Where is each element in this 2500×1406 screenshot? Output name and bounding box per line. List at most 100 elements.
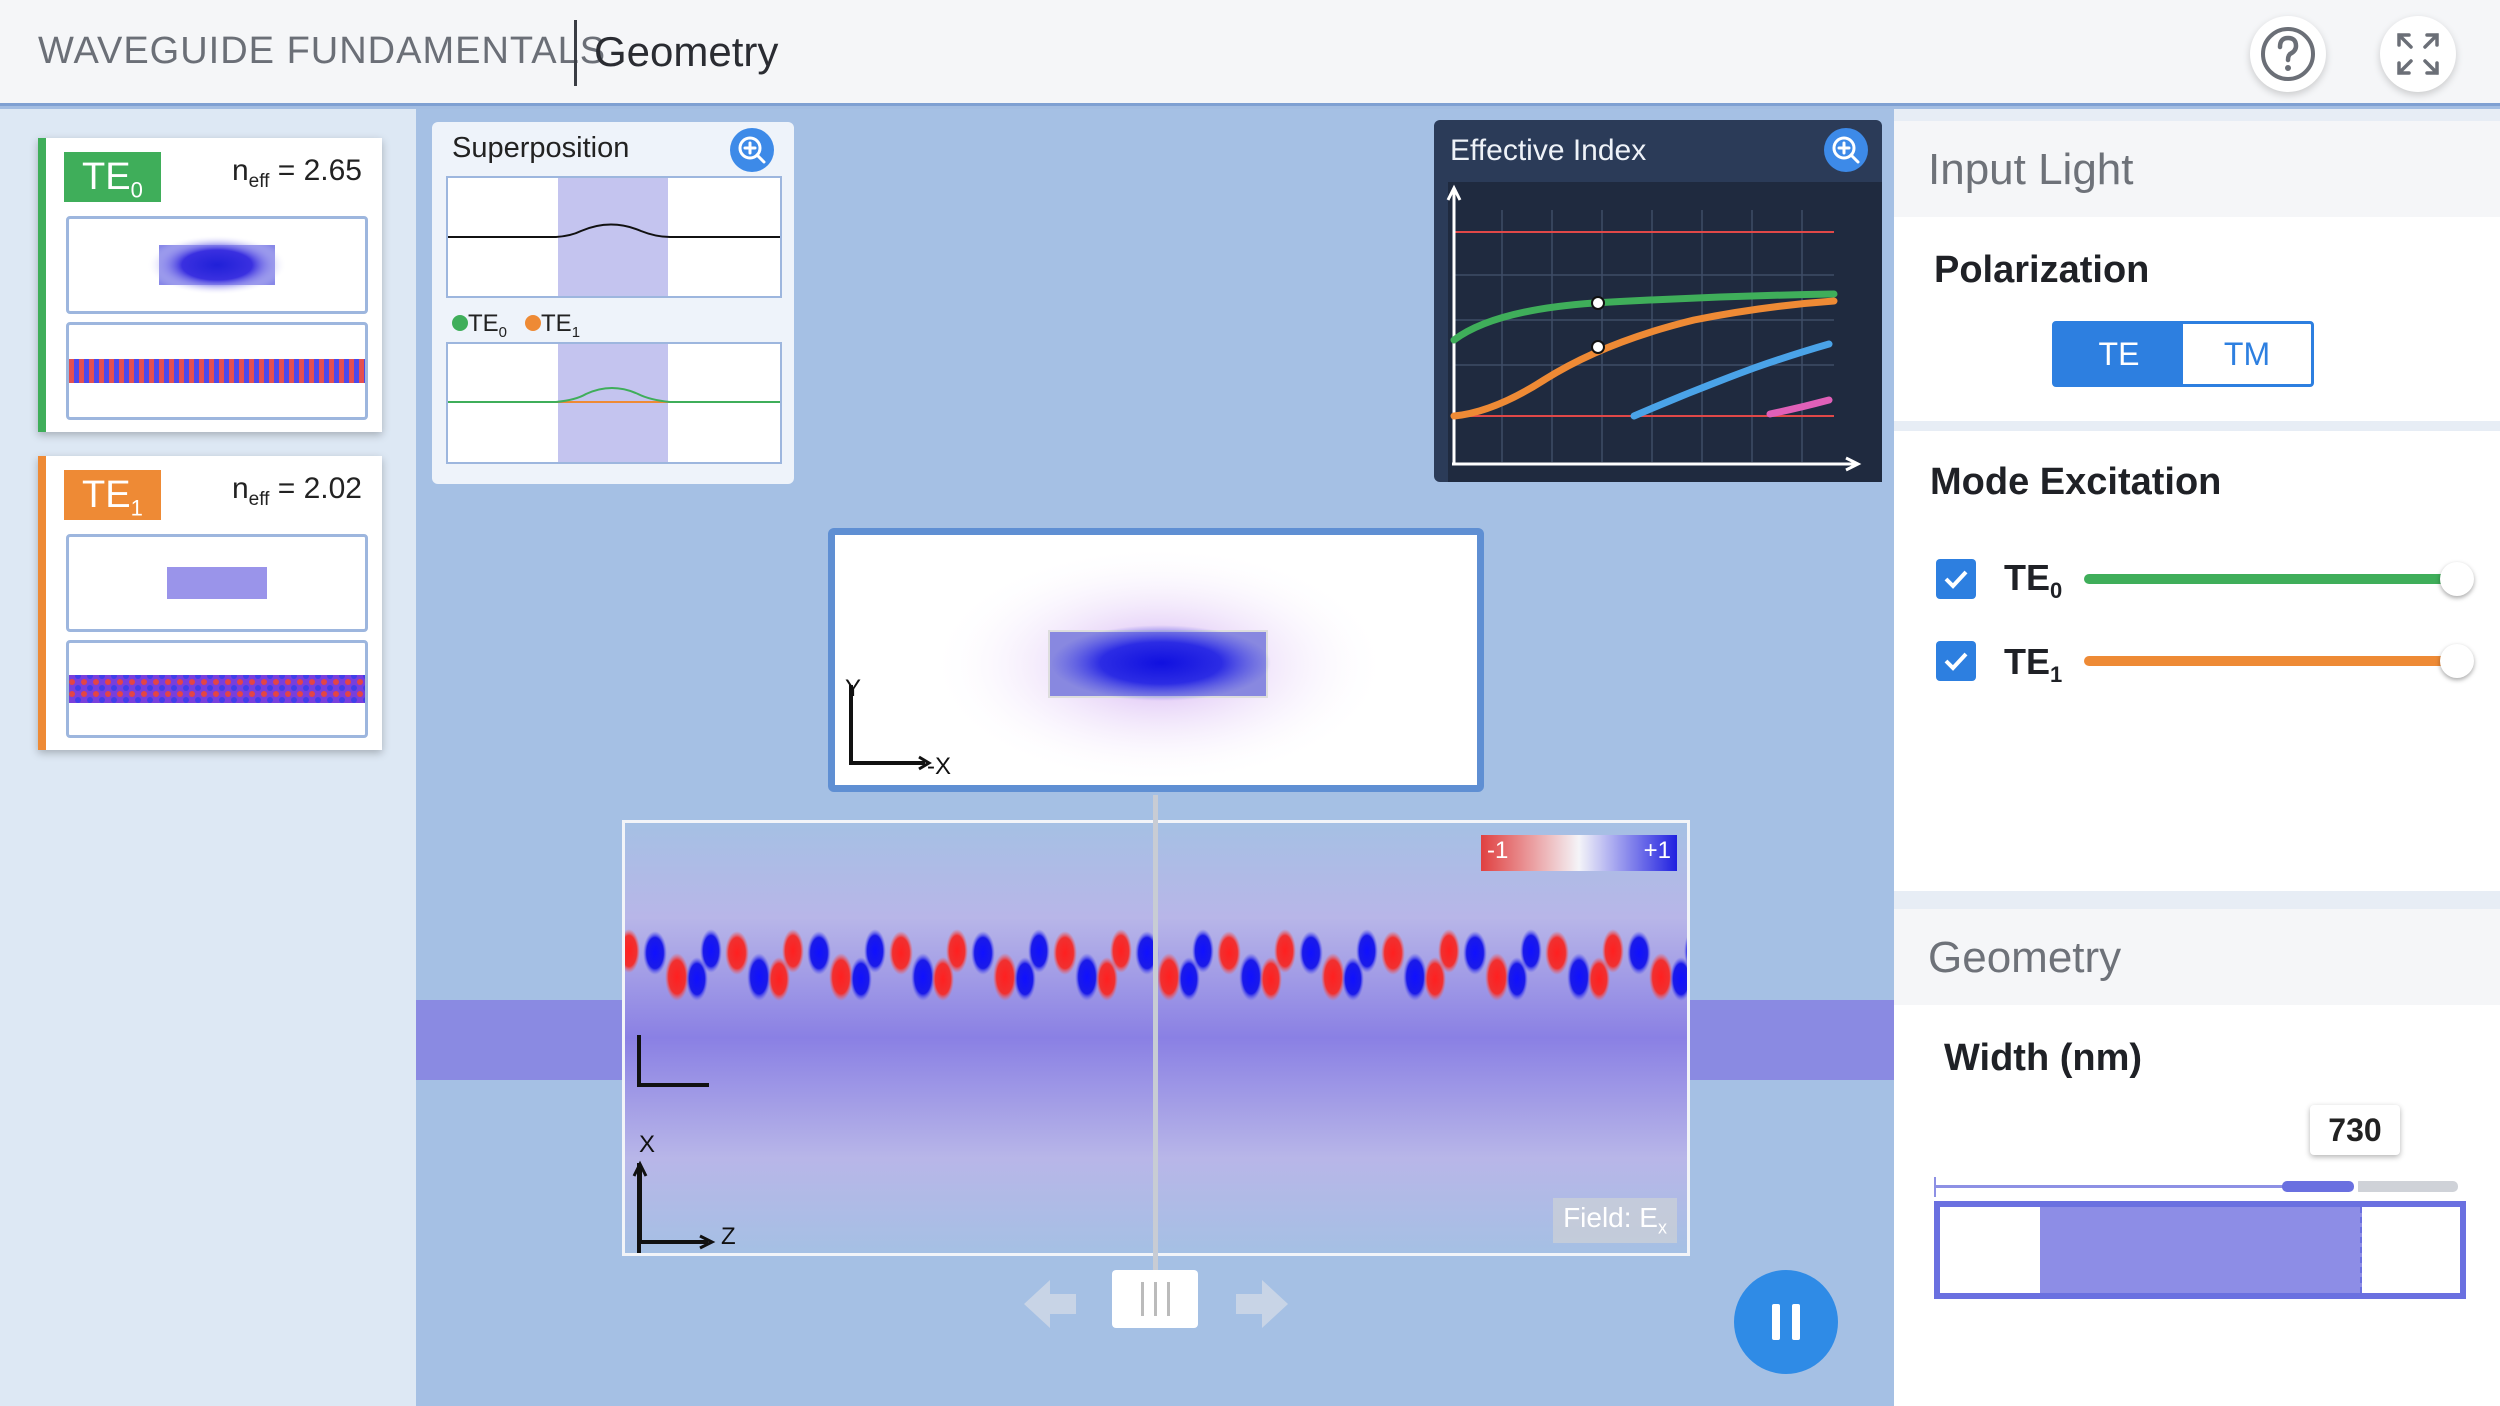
control-panel: Input Light Polarization TE TM Mode Exci… [1894, 109, 2500, 1406]
field-lobe [1602, 929, 1624, 973]
te0-slider-knob[interactable] [2440, 562, 2474, 596]
te0-label: TE0 [2004, 557, 2063, 604]
field-lobe [1588, 957, 1610, 1001]
effective-index-title: Effective Index [1450, 134, 1647, 167]
field-lobe [1567, 953, 1591, 1001]
mode-color-stripe [38, 138, 46, 432]
superposition-intensity-plot [446, 176, 782, 298]
field-lobe [911, 953, 935, 1001]
te1-label: TE1 [2004, 641, 2063, 688]
waveguide-right [1690, 1000, 1894, 1080]
expand-icon [2397, 33, 2439, 75]
te1-curve [1450, 297, 1838, 420]
field-lobe [1356, 929, 1378, 973]
neff-value: neff = 2.65 [231, 154, 362, 192]
field-lobe [889, 931, 913, 975]
fullscreen-button[interactable] [2380, 16, 2456, 92]
geometry-title: Geometry [1928, 933, 2122, 982]
field-lobe [807, 931, 831, 975]
mode-excitation-label: Mode Excitation [1930, 461, 2222, 503]
field-lobe [1545, 931, 1569, 975]
width-slider-fill [2282, 1181, 2354, 1192]
mode-cross-section-view: Y -X [828, 528, 1484, 792]
x-axis-label: -X [927, 753, 951, 780]
check-icon [1944, 652, 1968, 671]
field-lobe [1299, 931, 1323, 975]
colorbar: -1 +1 [1481, 835, 1677, 871]
width-slider-track[interactable] [1934, 1185, 2320, 1188]
mode-profile-cross-section [66, 534, 368, 632]
field-lobe [1028, 929, 1050, 973]
field-lobe [1157, 953, 1181, 1001]
mode-card-te0[interactable]: TE0 neff = 2.65 [38, 138, 382, 432]
app-title: WAVEGUIDE FUNDAMENTALS [38, 30, 607, 72]
top-bar: WAVEGUIDE FUNDAMENTALS Geometry [0, 0, 2500, 106]
title-divider [574, 20, 577, 86]
x-axis-label: X [639, 1131, 656, 1158]
polarization-tm-option[interactable]: TM [2223, 335, 2271, 372]
width-slider-handle[interactable] [2354, 1171, 2358, 1203]
field-lobe [747, 953, 771, 1001]
help-button[interactable] [2250, 16, 2326, 92]
superposition-mode-plot [446, 342, 782, 464]
field-label: Field: Ex [1553, 1198, 1677, 1243]
field-lobe [971, 931, 995, 975]
field-lobe [932, 957, 954, 1001]
arrow-left-icon[interactable] [1020, 1274, 1080, 1334]
waveguide-width-preview [1934, 1201, 2466, 1299]
te1-checkbox[interactable] [1936, 641, 1976, 681]
screen-title: Geometry [594, 28, 779, 75]
y-axis-label: Y [845, 675, 862, 702]
te1-slider-knob[interactable] [2440, 644, 2474, 678]
field-lobe [993, 953, 1017, 1001]
scrub-handle-button[interactable] [1112, 1270, 1198, 1328]
mode-card-te1[interactable]: TE1 neff = 2.02 [38, 456, 382, 750]
polarization-section: Polarization TE TM [1894, 217, 2500, 421]
polarization-te-option[interactable]: TE [2055, 324, 2183, 384]
field-lobe [1217, 931, 1241, 975]
effective-index-panel: Effective Index [1434, 120, 1882, 482]
field-lobe [686, 957, 708, 1001]
field-lobe [1075, 953, 1099, 1001]
arrow-right-icon[interactable] [1232, 1274, 1292, 1334]
field-lobe [1178, 957, 1200, 1001]
field-lobe [829, 953, 853, 1001]
te2-curve [1630, 340, 1833, 420]
superposition-zoom-button[interactable] [730, 128, 774, 172]
field-lobe [1274, 929, 1296, 973]
field-lobe [625, 929, 640, 973]
geometry-section: Width (nm) 730 [1894, 1005, 2500, 1406]
field-lobe [1110, 929, 1132, 973]
pause-button[interactable] [1734, 1270, 1838, 1374]
scrub-line [1153, 795, 1158, 1280]
z-axis-label: Z [721, 1223, 736, 1250]
zoom-in-icon [1832, 136, 1860, 164]
mode-badge: TE1 [64, 470, 161, 521]
field-lobe [1463, 931, 1487, 975]
field-lobe [1260, 957, 1282, 1001]
field-lobe [1014, 957, 1036, 1001]
field-lobe [850, 957, 872, 1001]
field-lobe [665, 953, 689, 1001]
te0-slider-track[interactable] [2084, 574, 2454, 584]
field-lobe [782, 929, 804, 973]
field-lobe [1424, 957, 1446, 1001]
effective-index-plot [1446, 182, 1882, 482]
field-lobe [1053, 931, 1077, 975]
te1-slider-track[interactable] [2084, 656, 2454, 666]
field-lobe [1192, 929, 1214, 973]
mode-badge: TE0 [64, 152, 161, 203]
waveguide-left [416, 1000, 622, 1080]
te0-checkbox[interactable] [1936, 559, 1976, 599]
field-lobe [1096, 957, 1118, 1001]
field-lobe [1506, 957, 1528, 1001]
field-lobe [1485, 953, 1509, 1001]
mode-profile-cross-section [66, 216, 368, 314]
width-label: Width (nm) [1944, 1037, 2143, 1079]
mode-profile-propagation [66, 640, 368, 738]
te3-curve [1766, 396, 1833, 418]
help-circle-icon [2261, 27, 2315, 81]
colorbar-max: +1 [1643, 837, 1671, 864]
effective-index-zoom-button[interactable] [1824, 128, 1868, 172]
field-lobe [643, 931, 667, 975]
